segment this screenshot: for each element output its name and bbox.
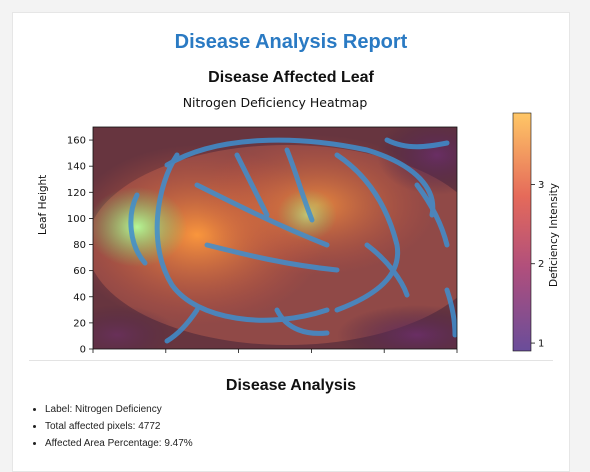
report-card: Disease Analysis Report Disease Affected…	[12, 12, 570, 472]
section-title: Disease Affected Leaf	[208, 69, 374, 86]
heatmap-svg: 0 20 40 60 80 100 120 140 160 1 2 3 Deficiency Int…	[67, 112, 560, 356]
heatmap-image	[93, 127, 457, 349]
x-axis	[92, 349, 458, 353]
y-tick-label: 100	[67, 214, 86, 225]
y-tick-label: 140	[67, 162, 86, 173]
y-axis: 0 20 40 60 80 100 120 140 160	[67, 136, 93, 356]
analysis-pixels-item: Total affected pixels: 4772	[45, 418, 193, 435]
colorbar-tick-label: 2	[538, 259, 544, 270]
y-tick-label: 80	[73, 240, 86, 251]
colorbar	[512, 112, 532, 352]
colorbar-tick-label: 3	[538, 180, 544, 191]
y-tick-label: 120	[67, 188, 86, 199]
analysis-title: Disease Analysis	[225, 377, 357, 394]
colorbar-tick-label: 1	[538, 339, 544, 350]
y-tick-label: 60	[73, 266, 86, 277]
colorbar-axis: 1 2 3	[531, 180, 544, 350]
chart-title: Nitrogen Deficiency Heatmap	[182, 95, 368, 110]
y-tick-label: 40	[73, 292, 86, 303]
y-tick-label: 160	[67, 136, 86, 147]
divider	[29, 360, 553, 361]
analysis-list: Label: Nitrogen Deficiency Total affecte…	[27, 401, 193, 452]
heatmap-figure: Nitrogen Deficiency Heatmap Leaf Height	[37, 95, 567, 357]
colorbar-label: Deficiency Intensity	[548, 183, 560, 287]
analysis-label-item: Label: Nitrogen Deficiency	[45, 401, 193, 418]
y-tick-label: 0	[80, 345, 86, 356]
page-title: Disease Analysis Report	[174, 31, 408, 53]
analysis-area-item: Affected Area Percentage: 9.47%	[45, 435, 193, 452]
y-tick-label: 20	[73, 318, 86, 329]
plot-frame	[92, 126, 458, 350]
